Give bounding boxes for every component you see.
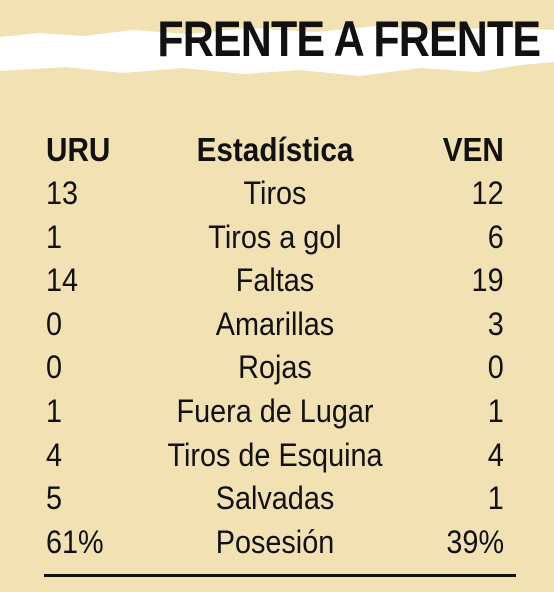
right-value: 1 xyxy=(487,480,504,517)
right-value: 4 xyxy=(487,436,504,473)
stat-label: Faltas xyxy=(235,262,315,299)
right-value: 12 xyxy=(471,175,504,211)
table-row: 1 Tiros a gol 6 xyxy=(46,216,504,260)
table-row: 13 Tiros 12 xyxy=(46,172,504,216)
stat-label: Tiros de Esquina xyxy=(167,436,383,473)
stat-label: Salvadas xyxy=(215,480,335,517)
page-title: FRENTE A FRENTE xyxy=(157,11,541,67)
left-value: 13 xyxy=(46,175,79,211)
table-row: 0 Rojas 0 xyxy=(46,346,504,390)
stat-label: Fuera de Lugar xyxy=(176,392,374,429)
stat-label: Posesión xyxy=(215,523,335,560)
table-row: 1 Fuera de Lugar 1 xyxy=(46,390,504,434)
left-value: 4 xyxy=(46,436,63,473)
table-row: 61% Posesión 39% xyxy=(46,521,504,565)
stat-label: Tiros xyxy=(243,175,307,211)
stat-label: Tiros a gol xyxy=(208,218,342,255)
table-row: 14 Faltas 19 xyxy=(46,259,504,303)
stat-label: Amarillas xyxy=(215,305,335,342)
table-row: 4 Tiros de Esquina 4 xyxy=(46,434,504,478)
right-value: 19 xyxy=(471,262,504,299)
table-row: 0 Amarillas 3 xyxy=(46,303,504,347)
left-value: 0 xyxy=(46,349,63,386)
table-header: URU Estadística VEN xyxy=(46,128,504,172)
right-value: 39% xyxy=(446,523,504,560)
header-stat: Estadística xyxy=(196,131,354,168)
bottom-divider xyxy=(44,574,516,577)
right-value: 6 xyxy=(487,218,504,255)
left-value: 61% xyxy=(46,523,104,560)
left-value: 1 xyxy=(46,218,63,255)
left-value: 1 xyxy=(46,392,63,429)
right-value: 3 xyxy=(487,305,504,342)
left-value: 0 xyxy=(46,305,63,342)
stat-label: Rojas xyxy=(238,349,312,386)
left-value: 5 xyxy=(46,480,63,517)
header-team-left: URU xyxy=(46,131,111,168)
left-value: 14 xyxy=(46,262,79,299)
stats-table: URU Estadística VEN 13 Tiros 12 1 Tiros … xyxy=(46,128,504,564)
right-value: 1 xyxy=(487,392,504,429)
table-row: 5 Salvadas 1 xyxy=(46,477,504,521)
header-team-right: VEN xyxy=(442,131,504,168)
right-value: 0 xyxy=(487,349,504,386)
